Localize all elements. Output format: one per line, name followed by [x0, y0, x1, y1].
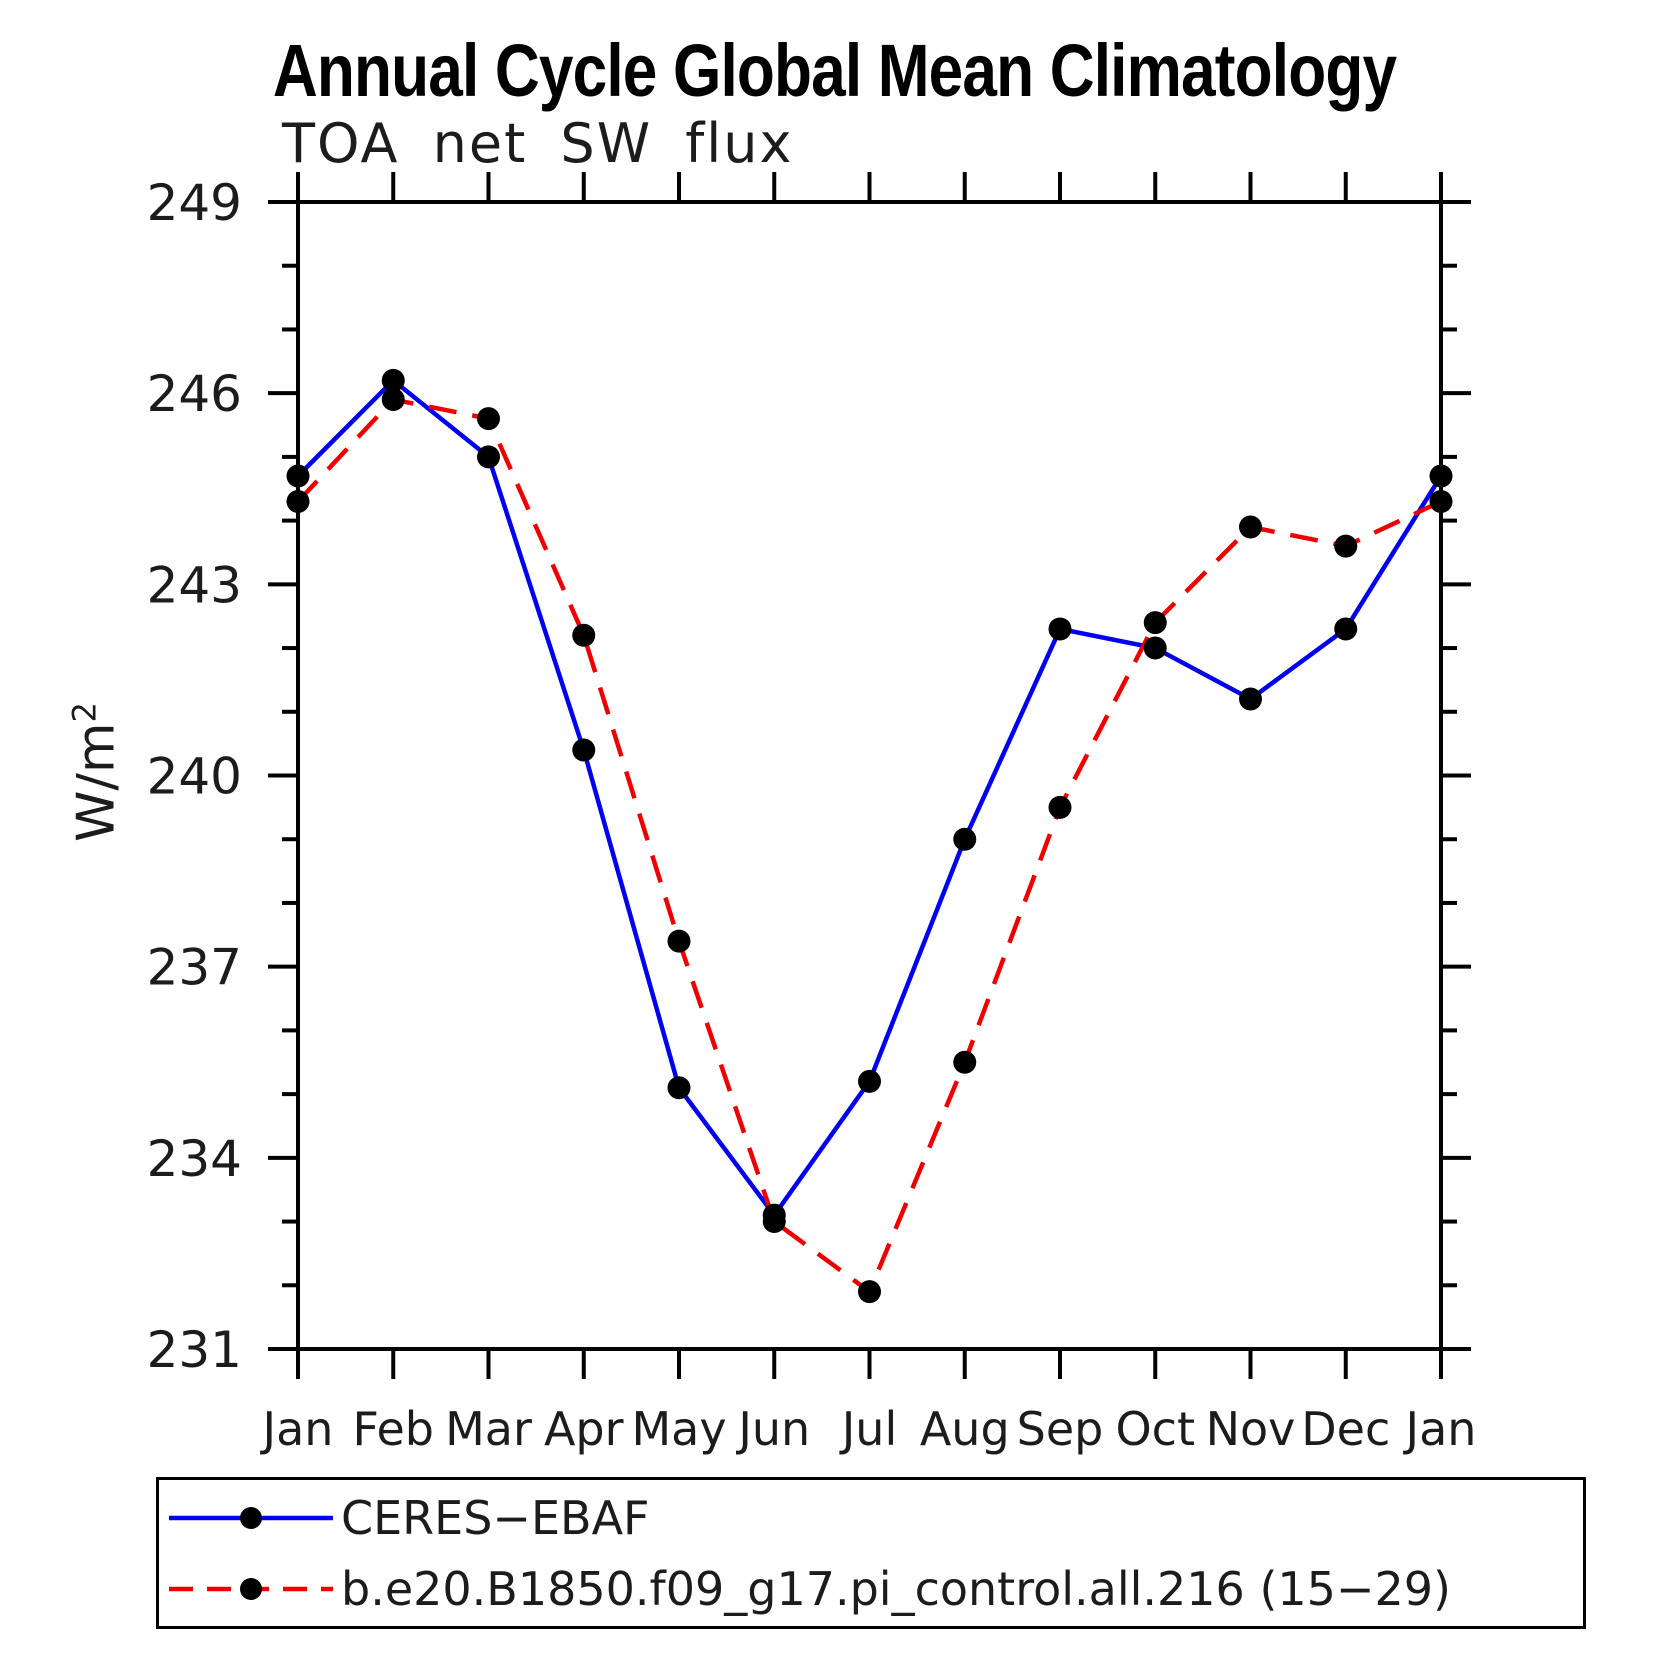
plot-frame — [296, 200, 1443, 1351]
data-point-marker — [1429, 489, 1453, 513]
data-point-marker — [572, 738, 596, 762]
y-tick-label: 234 — [147, 1130, 242, 1188]
data-point-marker — [286, 489, 310, 513]
y-tick-label: 243 — [147, 556, 242, 614]
data-point-marker — [667, 1076, 691, 1100]
x-tick-label: Dec — [1301, 1402, 1390, 1456]
legend-dot-marker — [240, 1577, 262, 1600]
data-point-marker — [1239, 687, 1262, 711]
data-point-marker — [1143, 636, 1167, 660]
y-tick-label: 237 — [147, 939, 242, 997]
x-tick-label: Jan — [1403, 1402, 1477, 1456]
x-tick-label: Nov — [1206, 1402, 1296, 1456]
x-tick-label: May — [631, 1402, 726, 1456]
data-point-marker — [953, 827, 977, 851]
legend-entry: CERES−EBAF — [165, 1482, 1583, 1553]
data-point-marker — [858, 1069, 881, 1093]
data-point-marker — [286, 464, 310, 488]
data-point-marker — [1048, 795, 1072, 819]
data-point-marker — [1048, 617, 1072, 641]
x-tick-label: Oct — [1115, 1402, 1195, 1456]
data-point-marker — [667, 929, 691, 953]
x-tick-label: Sep — [1017, 1402, 1104, 1456]
data-point-marker — [381, 368, 405, 392]
x-tick-label: Jun — [735, 1402, 810, 1456]
chart-subtitle: TOA net SW flux — [282, 112, 794, 175]
legend-series-label: b.e20.B1850.f09_g17.pi_control.all.216 (… — [341, 1561, 1451, 1616]
data-point-marker — [477, 445, 500, 469]
x-tick-label: Aug — [920, 1402, 1010, 1456]
legend-marker-line — [169, 1577, 333, 1600]
x-tick-label: Mar — [445, 1402, 532, 1456]
data-point-marker — [1143, 611, 1167, 635]
legend-series-label: CERES−EBAF — [341, 1490, 650, 1545]
data-point-marker — [381, 388, 405, 412]
data-point-marker — [858, 1280, 881, 1304]
x-tick-label: Apr — [544, 1402, 624, 1456]
legend-marker-line — [169, 1506, 333, 1529]
chart-title: Annual Cycle Global Mean Climatology — [272, 29, 1397, 112]
y-tick-label: 246 — [147, 365, 242, 423]
data-point-marker — [477, 407, 500, 431]
series-line-model — [296, 397, 1442, 1294]
x-tick-label: Jan — [260, 1402, 334, 1456]
data-point-marker — [953, 1050, 977, 1074]
legend-dot-marker — [240, 1506, 262, 1529]
data-point-marker — [1334, 534, 1358, 558]
x-tick-label: Feb — [353, 1402, 434, 1456]
data-point-marker — [762, 1210, 786, 1234]
legend-entry: b.e20.B1850.f09_g17.pi_control.all.216 (… — [165, 1553, 1583, 1624]
data-point-marker — [572, 623, 596, 647]
data-point-marker — [1239, 515, 1262, 539]
x-tick-label: Jul — [839, 1402, 898, 1456]
y-tick-label: 249 — [147, 174, 242, 232]
y-tick-label: 240 — [147, 748, 242, 806]
data-point-marker — [1429, 464, 1453, 488]
data-point-marker — [1334, 617, 1358, 641]
legend-box: CERES−EBAF b.e20.B1850.f09_g17.pi_control… — [156, 1477, 1586, 1629]
y-tick-label: 231 — [147, 1321, 242, 1379]
